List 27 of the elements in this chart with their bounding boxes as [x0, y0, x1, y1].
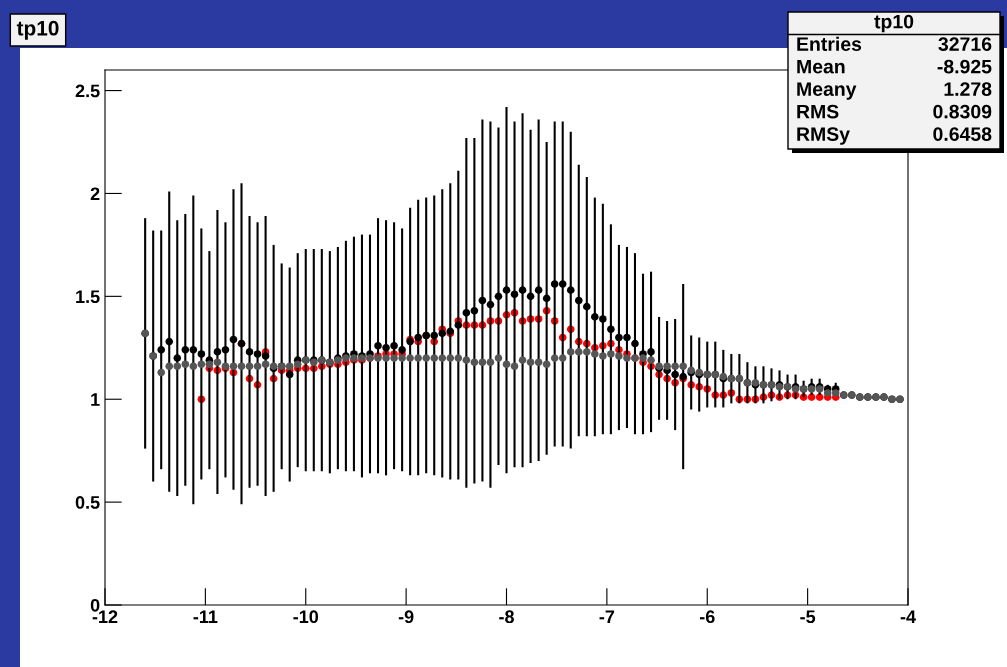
y-tick-label: 0.5	[75, 496, 100, 509]
y-tick-label: 0	[90, 598, 100, 612]
x-tick-label: -9	[398, 610, 414, 624]
x-tick-label: -7	[599, 610, 615, 623]
x-tick-label: -12	[92, 610, 118, 623]
annotation: RMSy	[797, 127, 850, 145]
y-tick-label: 2	[90, 187, 100, 200]
annotation: Meany	[797, 82, 857, 100]
y-tick-label: 1.5	[76, 290, 100, 304]
text: 0.6458	[933, 127, 992, 141]
x-tick-label: -4	[900, 610, 916, 623]
text: -8.925	[937, 59, 992, 74]
x-tick-label: -6	[699, 610, 715, 624]
y-tick-label: 2.5	[75, 84, 100, 98]
x-tick-label: -10	[293, 610, 319, 624]
x-tick-label: -11	[193, 610, 218, 623]
text: 0.8309	[933, 104, 992, 119]
x-tick-label: -5	[800, 610, 816, 624]
text: 32716	[938, 37, 992, 51]
text: tp10	[874, 14, 914, 33]
chart-title: tp10	[16, 20, 59, 40]
annotation: RMS	[797, 104, 839, 119]
x-tick-label: -8	[499, 610, 514, 624]
text: Entries	[797, 36, 862, 51]
text: 1.278	[944, 82, 992, 96]
y-tick-label: 1	[91, 393, 100, 406]
annotation: Mean	[797, 59, 845, 74]
